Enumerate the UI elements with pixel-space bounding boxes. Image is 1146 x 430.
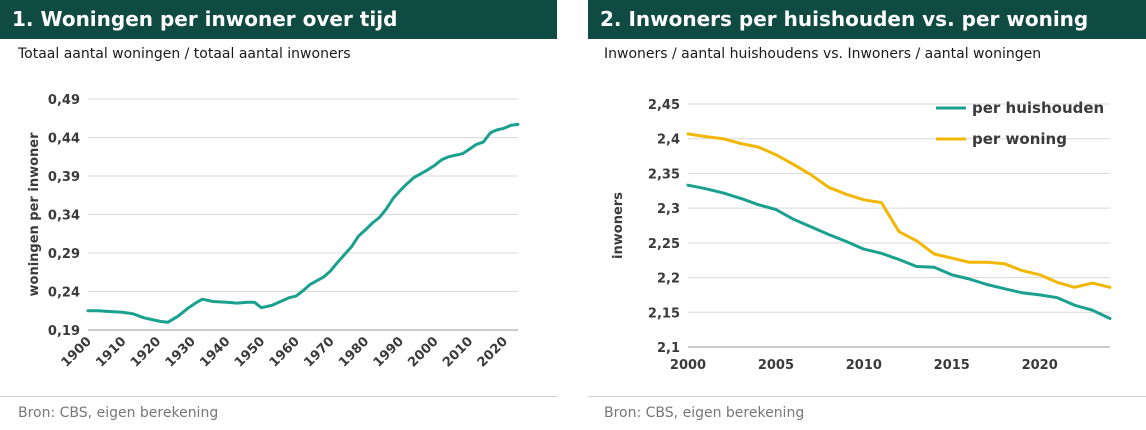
y-tick-label: 0,49 bbox=[48, 93, 80, 108]
x-tick-label: 1930 bbox=[163, 334, 199, 370]
y-tick-label: 0,24 bbox=[48, 286, 80, 301]
chart-panel-2: 2. Inwoners per huishouden vs. per wonin… bbox=[588, 0, 1146, 430]
series-line-1 bbox=[686, 183, 1112, 320]
x-tick-label: 1900 bbox=[59, 334, 95, 370]
y-tick-label: 0,29 bbox=[48, 247, 80, 262]
y-tick-label: 2,4 bbox=[657, 133, 680, 148]
divider-2 bbox=[588, 396, 1146, 397]
x-tick-label: 1990 bbox=[371, 334, 407, 370]
x-tick-label: 2015 bbox=[934, 358, 970, 373]
chart-2-svg: 2,1 2,15 2,2 2,25 2,3 2,35 2,4 2,45 2000 2005 2010… bbox=[611, 98, 1112, 373]
legend-label: per huishouden bbox=[972, 99, 1104, 117]
x-tick-label: 1940 bbox=[197, 334, 233, 370]
y-tick-label: 2,2 bbox=[657, 272, 680, 287]
x-tick-label: 2010 bbox=[846, 358, 882, 373]
x-tick-label: 1960 bbox=[267, 334, 303, 370]
y-tick-label: 0,39 bbox=[48, 170, 80, 185]
x-tick-label: 1910 bbox=[93, 334, 129, 370]
y-tick-label: 2,3 bbox=[657, 202, 680, 217]
source-note-2: Bron: CBS, eigen berekening bbox=[604, 405, 805, 421]
x-tick-label: 2020 bbox=[1022, 358, 1058, 373]
y-tick-label: 0,34 bbox=[48, 209, 80, 224]
x-tick-label: 1970 bbox=[301, 334, 337, 370]
y-axis-title: inwoners bbox=[611, 192, 626, 259]
y-tick-label: 2,25 bbox=[648, 237, 680, 252]
x-tick-label: 2020 bbox=[475, 334, 511, 370]
x-tick-label: 1950 bbox=[232, 334, 268, 370]
chart-1-svg: 0,19 0,24 0,29 0,34 0,39 0,44 0,49 190019101920… bbox=[27, 93, 520, 370]
y-tick-label: 2,35 bbox=[648, 167, 680, 182]
x-tick-label: 2000 bbox=[670, 358, 706, 373]
x-tick-label: 2010 bbox=[440, 334, 476, 370]
chart-subtitle-2: Inwoners / aantal huishoudens vs. Inwone… bbox=[604, 46, 1042, 62]
x-tick-label: 2000 bbox=[405, 334, 441, 370]
series-line-1 bbox=[86, 122, 520, 324]
y-tick-label: 2,45 bbox=[648, 98, 680, 113]
legend-label: per woning bbox=[972, 130, 1067, 148]
chart-title-1: 1. Woningen per inwoner over tijd bbox=[0, 0, 557, 39]
chart-panel-1: 1. Woningen per inwoner over tijd Totaal… bbox=[0, 0, 557, 430]
y-tick-label: 2,1 bbox=[657, 341, 680, 356]
source-note-1: Bron: CBS, eigen berekening bbox=[18, 405, 219, 421]
divider-1 bbox=[0, 396, 557, 397]
y-tick-label: 2,15 bbox=[648, 306, 680, 321]
chart-subtitle-1: Totaal aantal woningen / totaal aantal i… bbox=[18, 46, 351, 62]
y-axis-title: woningen per inwoner bbox=[27, 132, 42, 297]
y-tick-label: 0,44 bbox=[48, 132, 80, 147]
x-tick-label: 1920 bbox=[128, 334, 164, 370]
x-tick-label: 1980 bbox=[336, 334, 372, 370]
chart-title-2: 2. Inwoners per huishouden vs. per wonin… bbox=[588, 0, 1146, 39]
series-line-2 bbox=[686, 132, 1112, 289]
y-tick-label: 0,19 bbox=[48, 324, 80, 339]
x-tick-label: 2005 bbox=[758, 358, 794, 373]
